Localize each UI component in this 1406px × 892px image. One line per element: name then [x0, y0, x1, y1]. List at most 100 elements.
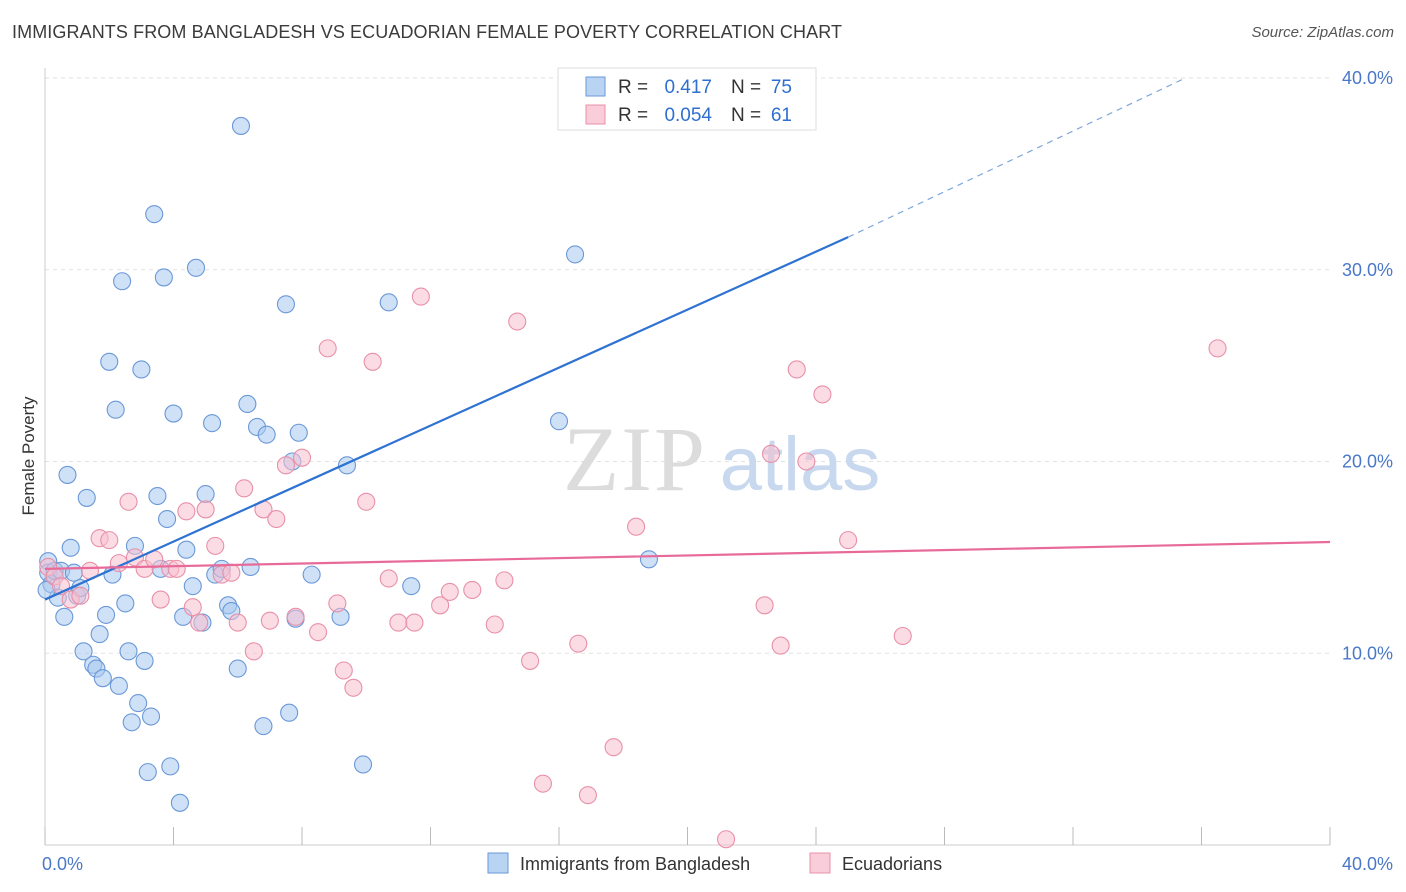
data-point: [158, 509, 177, 529]
bottom-legend-swatch: [809, 852, 831, 874]
chart-title: IMMIGRANTS FROM BANGLADESH VS ECUADORIAN…: [12, 22, 843, 42]
y-tick-label: 10.0%: [1342, 643, 1393, 663]
data-point: [309, 623, 328, 642]
data-point: [244, 642, 263, 661]
data-point: [267, 509, 286, 529]
data-point: [109, 676, 128, 695]
data-point: [521, 651, 540, 670]
data-point: [154, 268, 173, 287]
source-credit: Source: ZipAtlas.com: [1251, 24, 1394, 41]
bottom-legend-label: Immigrants from Bangladesh: [520, 854, 750, 874]
data-point: [119, 492, 138, 511]
data-point: [132, 360, 151, 379]
data-point: [755, 596, 774, 615]
data-point: [405, 613, 424, 632]
data-point: [289, 423, 308, 442]
data-point: [74, 642, 93, 661]
data-point: [241, 557, 260, 577]
data-point: [151, 590, 170, 609]
data-point: [164, 404, 183, 423]
data-point: [431, 596, 450, 615]
data-point: [61, 538, 80, 557]
data-point: [231, 116, 251, 135]
data-point: [161, 757, 180, 776]
data-point: [485, 615, 504, 634]
watermark-zip: ZIP: [563, 408, 707, 510]
data-point: [639, 550, 659, 569]
data-point: [604, 738, 623, 757]
data-point: [228, 613, 247, 632]
data-point: [228, 659, 247, 678]
data-point: [839, 531, 858, 550]
data-point: [135, 651, 154, 670]
data-point: [533, 774, 552, 793]
data-point: [71, 586, 90, 605]
trend-line: [44, 236, 849, 601]
y-axis-label: Female Poverty: [19, 396, 38, 516]
data-point: [222, 563, 241, 582]
data-point: [334, 661, 353, 680]
data-point: [100, 352, 119, 371]
axes: [44, 68, 1331, 846]
data-point: [100, 531, 119, 550]
data-point: [280, 703, 299, 722]
data-point: [190, 613, 209, 632]
data-point: [328, 594, 347, 613]
data-point: [716, 830, 736, 849]
data-point: [411, 287, 430, 306]
legend: R = 0.417 N = 75 R = 0.054 N = 61: [557, 67, 817, 131]
data-point: [276, 295, 295, 314]
data-point: [138, 763, 157, 782]
data-point: [797, 452, 816, 471]
data-point: [235, 479, 254, 498]
data-point: [379, 293, 398, 312]
data-point: [260, 611, 279, 630]
data-point: [578, 786, 597, 805]
tick-labels: 10.0% 20.0% 30.0% 40.0% 0.0% 40.0%: [42, 68, 1393, 874]
trend-line: [44, 540, 1331, 570]
data-point: [893, 626, 912, 646]
data-point: [206, 536, 225, 555]
x-tick-label: 40.0%: [1342, 854, 1393, 874]
data-point: [196, 485, 215, 504]
bottom-legend-swatch: [487, 852, 509, 874]
legend-r-label: R =: [618, 77, 648, 98]
data-point: [93, 669, 112, 688]
data-point: [1208, 339, 1227, 358]
data-point: [183, 598, 202, 617]
data-point: [145, 205, 164, 224]
data-point: [203, 414, 222, 433]
data-point: [64, 563, 83, 582]
data-point: [761, 444, 781, 463]
data-point: [463, 580, 482, 600]
data-point: [402, 577, 421, 596]
data-point: [508, 312, 527, 331]
data-point: [167, 559, 186, 578]
data-point: [627, 517, 646, 536]
data-point: [257, 425, 276, 444]
legend-n-value: 75: [771, 77, 792, 98]
legend-swatch: [585, 76, 606, 97]
data-point: [141, 707, 161, 726]
data-point: [177, 502, 196, 521]
data-point: [113, 272, 132, 291]
data-point: [119, 642, 138, 661]
legend-n-label: N =: [731, 105, 761, 126]
data-point: [379, 569, 398, 588]
y-tick-label: 30.0%: [1342, 260, 1393, 280]
data-point: [96, 605, 116, 624]
data-point: [549, 412, 569, 431]
data-point: [122, 713, 141, 732]
data-point: [495, 571, 514, 590]
bottom-legend-label: Ecuadorians: [842, 854, 942, 874]
data-point: [292, 448, 312, 467]
data-point: [389, 613, 408, 632]
data-point: [318, 339, 337, 358]
data-point: [58, 465, 77, 484]
data-point: [353, 755, 373, 774]
data-point: [566, 245, 585, 264]
data-point: [344, 678, 363, 697]
y-tick-label: 40.0%: [1342, 68, 1393, 88]
data-point: [106, 400, 125, 419]
